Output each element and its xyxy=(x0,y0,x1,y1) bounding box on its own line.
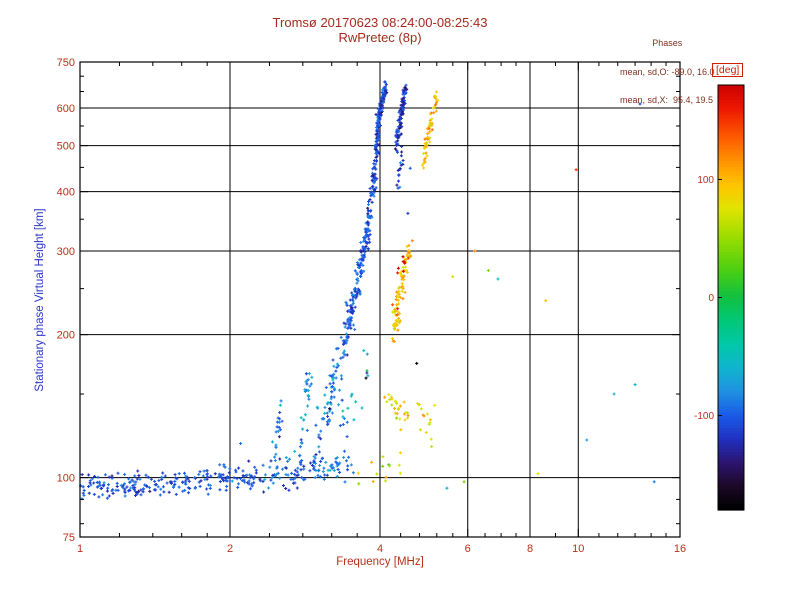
colorbar-tick-label: 0 xyxy=(708,293,714,304)
y-tick-label: 400 xyxy=(57,187,75,199)
tick-labels: 1 2 4 6 8 10 16 75 100 200 300 400 500 600 750 100 0 -100 xyxy=(57,57,715,555)
axes-frame xyxy=(79,61,681,538)
phase-stats-o-mode: mean, sd,O: -89.0, 16.0 xyxy=(620,66,715,77)
x-tick-label: 6 xyxy=(465,543,471,555)
colorbar xyxy=(717,84,745,511)
plot-title: Tromsø 20170623 08:24:00-08:25:43 RwPret… xyxy=(80,15,680,45)
phase-stats: Phases mean, sd,O: -89.0, 16.0 mean, sd,… xyxy=(620,20,715,115)
x-tick-label: 2 xyxy=(227,543,233,555)
plot-title-line1: Tromsø 20170623 08:24:00-08:25:43 xyxy=(272,15,488,30)
x-tick-label: 16 xyxy=(674,543,686,555)
y-tick-label: 750 xyxy=(57,57,75,69)
phase-stats-header: Phases xyxy=(652,38,683,48)
y-axis-label: Stationary phase Virtual Height [km] xyxy=(34,208,46,392)
x-tick-label: 8 xyxy=(527,543,533,555)
y-tick-label: 600 xyxy=(57,103,75,115)
y-tick-label: 75 xyxy=(63,532,75,544)
plot-title-line2: RwPretec (8p) xyxy=(338,30,422,45)
scatter-points xyxy=(79,80,656,501)
x-tick-label: 4 xyxy=(377,543,383,555)
colorbar-title: [deg] xyxy=(712,63,744,77)
colorbar-tick-label: -100 xyxy=(694,411,714,422)
grid-lines xyxy=(80,62,680,537)
y-tick-label: 500 xyxy=(57,141,75,153)
x-axis-label: Frequency [MHz] xyxy=(336,556,424,568)
y-tick-label: 200 xyxy=(57,330,75,342)
phase-stats-x-mode: mean, sd,X: 95.4, 19.5 xyxy=(620,95,714,105)
x-tick-label: 10 xyxy=(572,543,584,555)
x-tick-label: 1 xyxy=(77,543,83,555)
colorbar-tick-label: 100 xyxy=(697,175,714,186)
y-tick-label: 300 xyxy=(57,246,75,258)
y-tick-label: 100 xyxy=(57,473,75,485)
